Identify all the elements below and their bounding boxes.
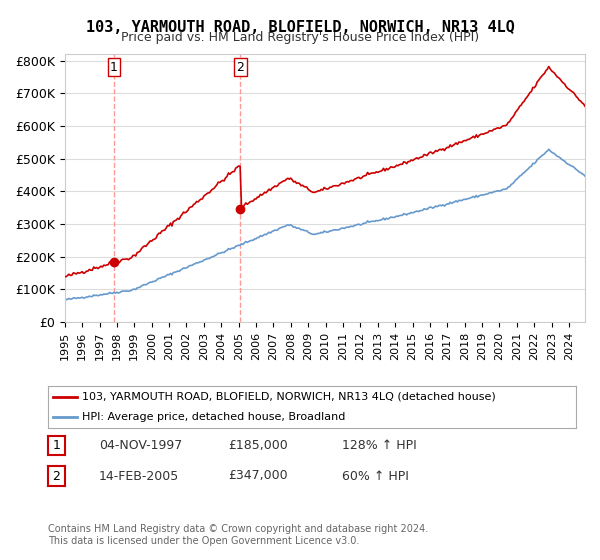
Text: 1: 1: [110, 60, 118, 74]
Text: 2: 2: [236, 60, 244, 74]
Text: 60% ↑ HPI: 60% ↑ HPI: [342, 469, 409, 483]
Text: 103, YARMOUTH ROAD, BLOFIELD, NORWICH, NR13 4LQ: 103, YARMOUTH ROAD, BLOFIELD, NORWICH, N…: [86, 20, 514, 35]
Text: 04-NOV-1997: 04-NOV-1997: [99, 438, 182, 452]
Text: £347,000: £347,000: [228, 469, 287, 483]
Text: 2: 2: [52, 470, 61, 483]
Text: 103, YARMOUTH ROAD, BLOFIELD, NORWICH, NR13 4LQ (detached house): 103, YARMOUTH ROAD, BLOFIELD, NORWICH, N…: [82, 392, 496, 402]
Text: 14-FEB-2005: 14-FEB-2005: [99, 469, 179, 483]
Text: HPI: Average price, detached house, Broadland: HPI: Average price, detached house, Broa…: [82, 412, 346, 422]
Text: 128% ↑ HPI: 128% ↑ HPI: [342, 438, 417, 452]
Text: Price paid vs. HM Land Registry's House Price Index (HPI): Price paid vs. HM Land Registry's House …: [121, 31, 479, 44]
Text: Contains HM Land Registry data © Crown copyright and database right 2024.
This d: Contains HM Land Registry data © Crown c…: [48, 524, 428, 546]
Text: 1: 1: [52, 439, 61, 452]
Text: £185,000: £185,000: [228, 438, 288, 452]
